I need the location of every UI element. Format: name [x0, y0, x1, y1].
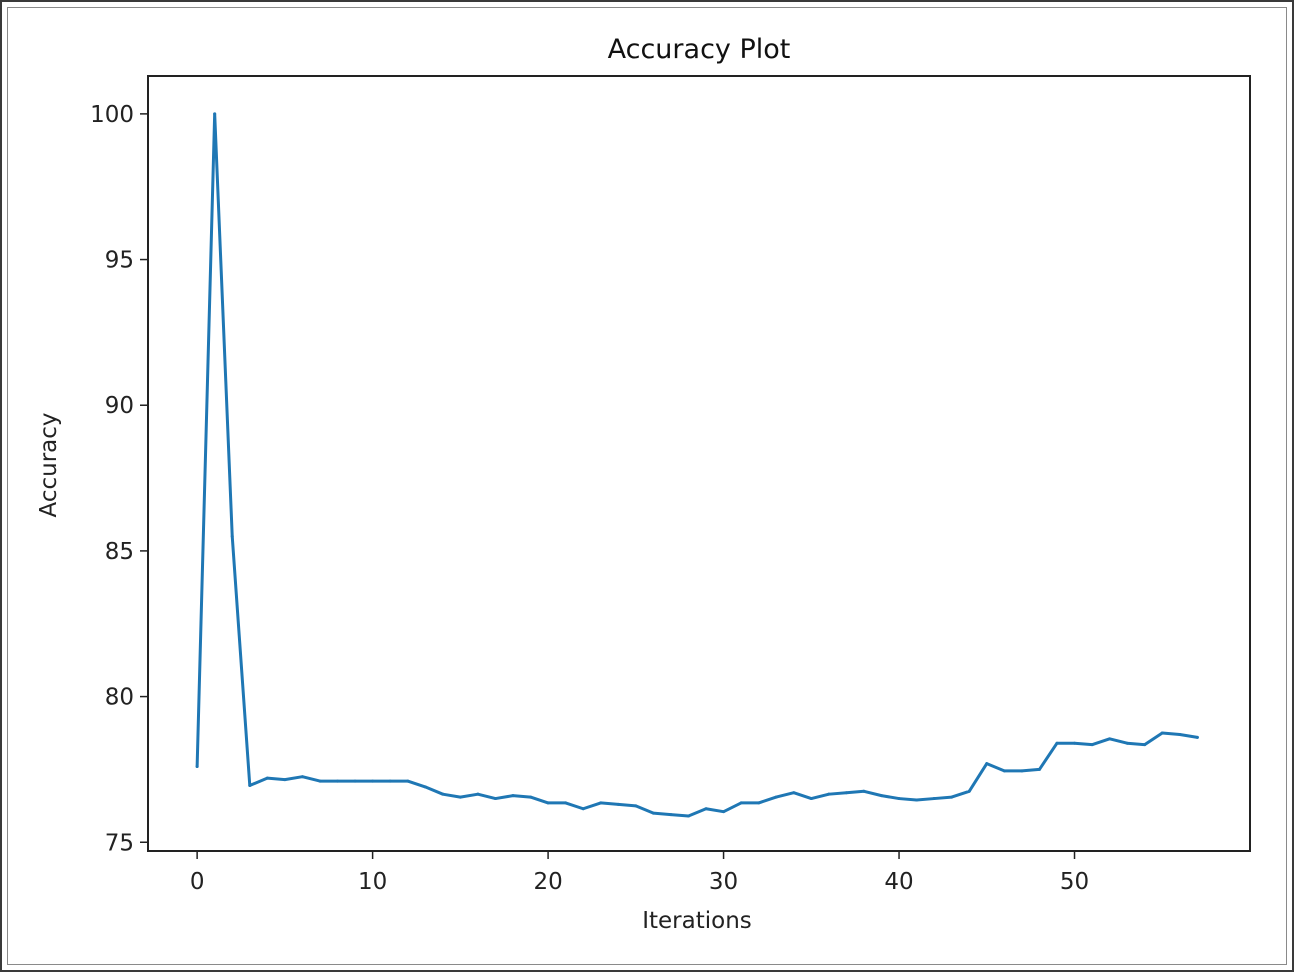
data-point [1073, 741, 1077, 745]
data-point [336, 779, 340, 783]
data-point [827, 792, 831, 796]
accuracy-series-line [195, 112, 1199, 818]
data-point [564, 801, 568, 805]
data-point [1195, 735, 1199, 739]
data-point [651, 811, 655, 815]
data-point [686, 814, 690, 818]
data-point [879, 794, 883, 798]
x-tick-label: 0 [190, 869, 205, 895]
data-point [967, 789, 971, 793]
y-tick-label: 80 [105, 685, 134, 711]
y-tick-label: 95 [105, 248, 134, 274]
x-tick-label: 10 [358, 869, 387, 895]
data-point [757, 801, 761, 805]
data-point [616, 802, 620, 806]
data-point [388, 779, 392, 783]
x-axis-title: Iterations [642, 908, 752, 934]
data-point [1090, 743, 1094, 747]
data-point [1020, 769, 1024, 773]
data-point [230, 534, 234, 538]
data-point [476, 792, 480, 796]
data-point [774, 795, 778, 799]
data-point [546, 801, 550, 805]
y-tick-label: 75 [105, 830, 134, 856]
data-point [669, 813, 673, 817]
data-point [283, 778, 287, 782]
data-point [371, 779, 375, 783]
data-point [722, 810, 726, 814]
data-point [581, 807, 585, 811]
figure-canvas [7, 7, 1287, 965]
data-point [1178, 732, 1182, 736]
data-point [441, 792, 445, 796]
x-tick-label: 20 [533, 869, 562, 895]
x-tick-label: 30 [709, 869, 738, 895]
data-point [809, 797, 813, 801]
y-axis-title: Accuracy [36, 412, 62, 517]
y-tick-label: 85 [105, 539, 134, 565]
x-tick-label: 40 [884, 869, 913, 895]
y-tick-label: 90 [105, 393, 134, 419]
y-tick-label: 100 [90, 102, 134, 128]
data-point [406, 779, 410, 783]
x-axis: 0 10 20 30 40 50 [190, 851, 1089, 895]
data-point [844, 791, 848, 795]
data-point [704, 807, 708, 811]
data-point [423, 785, 427, 789]
data-point [1037, 767, 1041, 771]
data-point [1055, 741, 1059, 745]
data-point [1143, 743, 1147, 747]
data-point [985, 762, 989, 766]
y-axis: 75 80 85 90 95 100 [90, 102, 148, 856]
data-point [932, 797, 936, 801]
data-point [1160, 731, 1164, 735]
data-point [634, 804, 638, 808]
data-point [458, 795, 462, 799]
data-point [265, 776, 269, 780]
data-point [862, 789, 866, 793]
data-point [950, 795, 954, 799]
data-point [213, 112, 217, 116]
chart-title: Accuracy Plot [608, 34, 791, 65]
plot-area-border [147, 75, 1251, 852]
x-tick-label: 50 [1060, 869, 1089, 895]
data-point [318, 779, 322, 783]
data-point [1125, 741, 1129, 745]
data-point [1108, 737, 1112, 741]
data-point [493, 797, 497, 801]
data-point [353, 779, 357, 783]
data-point [300, 775, 304, 779]
data-point [248, 783, 252, 787]
data-point [195, 765, 199, 769]
data-point [511, 794, 515, 798]
data-point [1002, 769, 1006, 773]
accuracy-series-points [195, 112, 1199, 818]
data-point [915, 798, 919, 802]
data-point [529, 795, 533, 799]
data-point [739, 801, 743, 805]
data-point [599, 801, 603, 805]
data-point [792, 791, 796, 795]
data-point [897, 797, 901, 801]
